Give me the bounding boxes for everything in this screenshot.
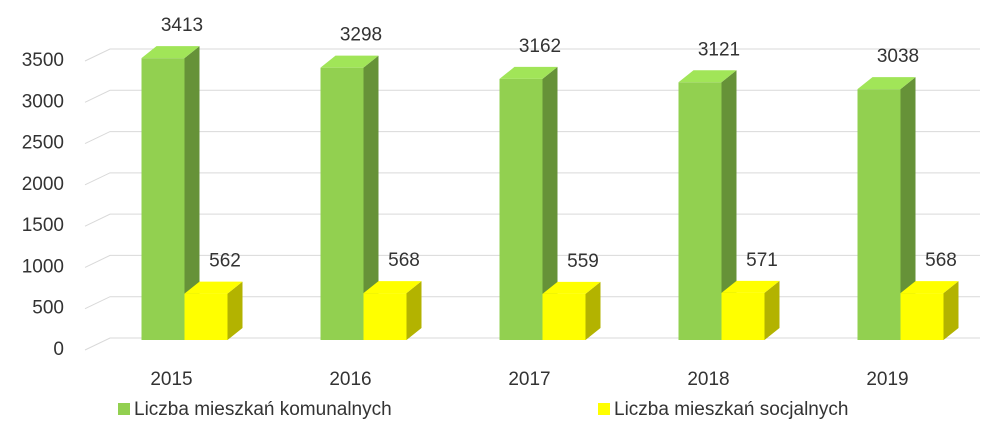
y-tick-label: 1500 <box>22 215 64 236</box>
x-tick-label: 2017 <box>508 369 550 390</box>
bar-top <box>184 281 243 294</box>
bar-side <box>721 70 737 341</box>
data-label: 3298 <box>340 25 382 46</box>
y-tick-label: 1000 <box>22 256 64 277</box>
bar-side <box>943 281 959 340</box>
data-label: 562 <box>209 251 241 272</box>
bar-top <box>320 55 379 68</box>
bar-side <box>363 55 379 340</box>
legend-swatch <box>118 403 130 415</box>
x-tick-label: 2015 <box>150 369 192 390</box>
bar-top <box>900 281 959 294</box>
data-label: 568 <box>925 250 957 271</box>
bar <box>184 293 228 340</box>
bar <box>721 292 765 340</box>
grid-line <box>84 48 980 62</box>
data-label: 3121 <box>698 39 740 60</box>
bar <box>678 82 722 341</box>
data-label: 571 <box>746 250 778 271</box>
bar-side <box>227 281 243 340</box>
bar-top <box>542 281 601 294</box>
bar-side <box>184 46 200 340</box>
bar <box>141 58 185 340</box>
bar-top <box>857 77 916 90</box>
data-label: 3413 <box>161 15 203 36</box>
bar <box>320 67 364 340</box>
data-label: 559 <box>567 251 599 272</box>
legend-swatch <box>598 403 610 415</box>
x-tick-label: 2016 <box>329 369 371 390</box>
x-tick-label: 2019 <box>866 369 908 390</box>
bar-top <box>141 46 200 59</box>
bar-top <box>678 70 737 83</box>
legend-label: Liczba mieszkań komunalnych <box>134 399 392 420</box>
bar-top <box>499 66 558 79</box>
y-tick-label: 3000 <box>22 91 64 112</box>
bar-side <box>542 66 558 340</box>
bar-top <box>363 281 422 294</box>
bar <box>363 293 407 340</box>
y-tick-label: 0 <box>53 339 64 360</box>
y-tick-label: 2000 <box>22 174 64 195</box>
legend-label: Liczba mieszkań socjalnych <box>614 399 848 420</box>
bar <box>542 293 586 340</box>
bar-side <box>406 281 422 340</box>
y-tick-label: 3500 <box>22 50 64 71</box>
bar <box>499 78 543 340</box>
bar-side <box>585 281 601 340</box>
bar-side <box>900 77 916 340</box>
bar <box>900 293 944 340</box>
data-label: 3038 <box>877 46 919 67</box>
y-tick-label: 2500 <box>22 133 64 154</box>
bar <box>857 89 901 340</box>
y-tick-label: 500 <box>32 298 64 319</box>
data-label: 3162 <box>519 36 561 57</box>
data-label: 568 <box>388 250 420 271</box>
bar-top <box>721 280 780 293</box>
x-tick-label: 2018 <box>687 369 729 390</box>
bar-side <box>764 280 780 340</box>
